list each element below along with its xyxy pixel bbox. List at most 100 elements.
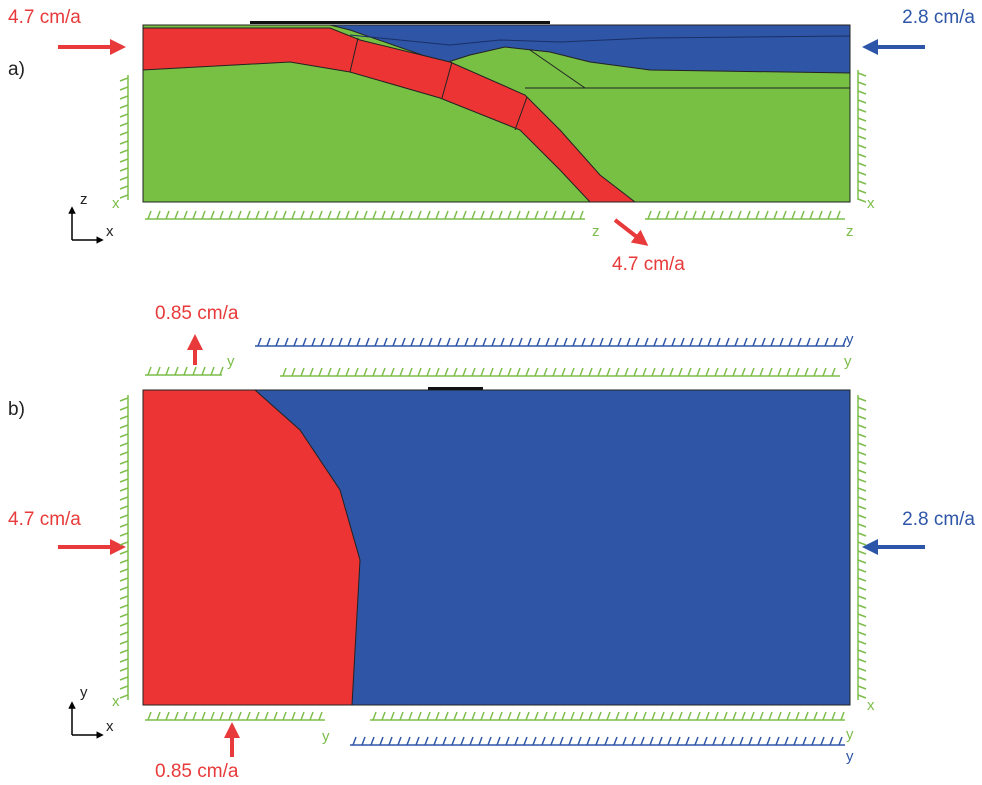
panel-label: a) — [8, 59, 25, 80]
hatch — [544, 712, 547, 720]
hatch — [120, 398, 128, 401]
hatch — [632, 737, 635, 745]
hatch — [837, 211, 840, 219]
hatch — [382, 368, 385, 376]
hatch — [148, 367, 151, 375]
hatch — [858, 686, 866, 689]
figure: 4.7 cm/a 2.8 cm/a 4.7 cm/a a) z x x x z … — [0, 0, 982, 785]
hatch — [490, 712, 493, 720]
hatch — [573, 338, 576, 346]
hatch — [120, 186, 128, 189]
hatch — [711, 211, 714, 219]
hatch — [858, 452, 866, 455]
hatch — [510, 338, 513, 346]
hatch — [517, 211, 520, 219]
hatch — [276, 338, 279, 346]
hatch — [472, 712, 475, 720]
boundary-label: z — [846, 223, 854, 240]
hatch — [120, 96, 128, 99]
hatch — [858, 91, 866, 94]
hatch — [858, 677, 866, 680]
hatch — [858, 524, 866, 527]
hatch — [294, 338, 297, 346]
hatch — [708, 338, 711, 346]
hatch — [717, 338, 720, 346]
hatch — [238, 211, 241, 219]
hatch — [465, 338, 468, 346]
hatch — [238, 712, 241, 720]
hatch — [120, 614, 128, 617]
hatch — [274, 211, 277, 219]
hatch — [858, 145, 866, 148]
hatch — [650, 737, 653, 745]
hatch — [544, 368, 547, 376]
hatch — [454, 211, 457, 219]
hatch — [472, 211, 475, 219]
hatch — [407, 737, 410, 745]
boundary-label: y — [227, 353, 235, 370]
hatch — [652, 712, 655, 720]
hatch — [364, 368, 367, 376]
hatch — [858, 407, 866, 410]
panel-b-model — [143, 387, 850, 705]
hatch — [858, 695, 866, 698]
hatch — [600, 338, 603, 346]
panel-label: b) — [8, 399, 25, 420]
hatch — [267, 338, 270, 346]
hatch — [569, 737, 572, 745]
hatch — [346, 368, 349, 376]
hatch — [319, 712, 322, 720]
hatch — [771, 338, 774, 346]
hatch — [427, 211, 430, 219]
hatch — [555, 338, 558, 346]
hatch — [695, 737, 698, 745]
boundary-label: y — [846, 726, 854, 743]
hatch — [562, 211, 565, 219]
hatch — [661, 368, 664, 376]
hatch — [722, 737, 725, 745]
hatch — [634, 368, 637, 376]
hatch — [427, 368, 430, 376]
hatch — [292, 211, 295, 219]
hatch — [443, 737, 446, 745]
hatch — [120, 686, 128, 689]
hatch — [337, 211, 340, 219]
hatch — [202, 211, 205, 219]
hatch — [670, 368, 673, 376]
axis-label: x — [106, 223, 114, 240]
hatch — [499, 712, 502, 720]
hatch — [816, 338, 819, 346]
hatch — [400, 712, 403, 720]
hatch — [618, 338, 621, 346]
hatch — [641, 737, 644, 745]
hatch — [858, 163, 866, 166]
hatch — [726, 338, 729, 346]
hatch — [688, 712, 691, 720]
hatch — [823, 712, 826, 720]
hatch — [463, 211, 466, 219]
hatch — [774, 211, 777, 219]
hatch — [742, 368, 745, 376]
hatch — [328, 211, 331, 219]
hatch — [670, 712, 673, 720]
hatch — [778, 368, 781, 376]
hatch — [120, 195, 128, 198]
hatch — [625, 712, 628, 720]
hatch — [409, 712, 412, 720]
hatch — [858, 632, 866, 635]
hatch — [760, 368, 763, 376]
hatch — [120, 105, 128, 108]
hatch — [506, 737, 509, 745]
hatch — [211, 712, 214, 720]
axis-label: z — [80, 191, 88, 208]
hatch — [798, 338, 801, 346]
hatch — [420, 338, 423, 346]
panel-a-model — [143, 21, 850, 202]
hatch — [148, 211, 151, 219]
hatch — [120, 150, 128, 153]
hatch — [858, 190, 866, 193]
hatch — [562, 712, 565, 720]
hatch — [562, 368, 565, 376]
hatch — [839, 737, 842, 745]
hatch — [301, 211, 304, 219]
